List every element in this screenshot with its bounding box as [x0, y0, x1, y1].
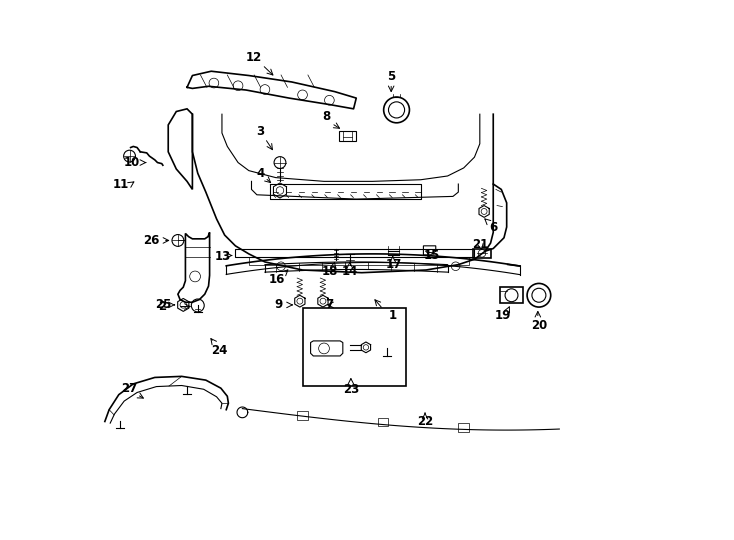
Text: 8: 8	[322, 110, 330, 124]
Text: 5: 5	[387, 70, 396, 83]
Text: 21: 21	[472, 238, 488, 251]
Text: 17: 17	[386, 258, 402, 271]
Bar	[297, 411, 308, 420]
Text: 6: 6	[489, 220, 498, 233]
Text: 23: 23	[343, 383, 359, 396]
Text: 18: 18	[321, 265, 338, 278]
Text: 3: 3	[257, 125, 265, 138]
Text: 10: 10	[123, 156, 139, 169]
Text: 9: 9	[275, 299, 283, 312]
Text: 25: 25	[155, 299, 171, 312]
Text: 27: 27	[121, 382, 138, 395]
Text: 7: 7	[325, 299, 333, 312]
Bar	[458, 423, 469, 432]
Text: 24: 24	[211, 344, 228, 357]
Text: 22: 22	[417, 415, 433, 428]
Bar	[378, 417, 388, 426]
Text: 15: 15	[424, 249, 440, 262]
Text: 13: 13	[215, 250, 231, 263]
Text: 16: 16	[269, 273, 285, 286]
Text: 14: 14	[341, 265, 358, 278]
Text: 2: 2	[158, 300, 166, 313]
Text: 20: 20	[531, 319, 547, 332]
Text: 11: 11	[113, 178, 129, 191]
Text: 26: 26	[143, 234, 159, 247]
Bar	[302, 308, 406, 386]
Text: 4: 4	[256, 167, 265, 180]
Text: 19: 19	[495, 309, 511, 322]
Text: 12: 12	[246, 51, 262, 64]
Text: 1: 1	[389, 309, 397, 322]
